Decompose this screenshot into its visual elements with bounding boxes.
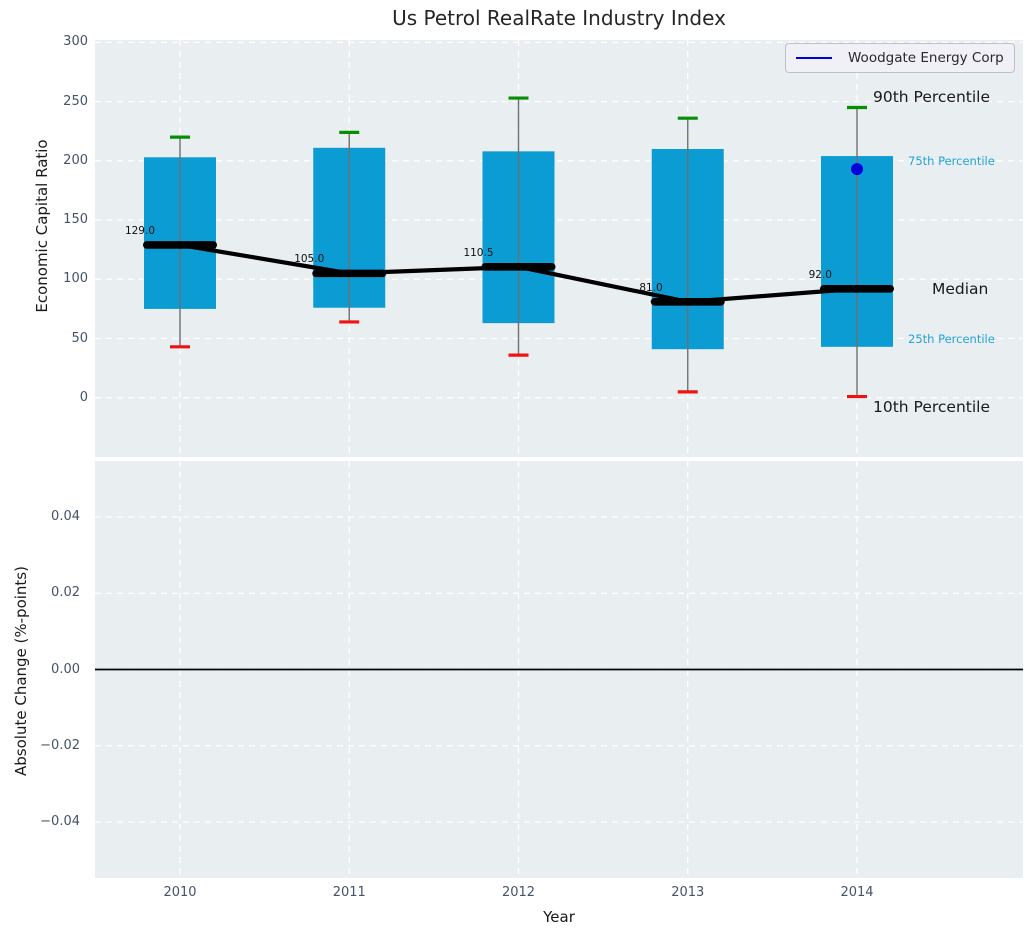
legend-line-sample — [796, 57, 832, 59]
median-value-label-2010: 129.0 — [124, 224, 155, 237]
ytick-bottom-0.04: 0.04 — [51, 509, 80, 525]
chart-title: Us Petrol RealRate Industry Index — [392, 6, 726, 30]
median-bar-2013 — [650, 298, 725, 306]
boxplot-axes: Woodgate Energy Corp 129.0 105.0 110.5 81.0… — [95, 40, 1023, 457]
legend: Woodgate Energy Corp — [785, 43, 1015, 73]
xtick-2013: 2013 — [671, 885, 705, 900]
ytick-top-0: 0 — [79, 389, 88, 405]
ytick-top-300: 300 — [63, 34, 88, 50]
boxplot-canvas — [95, 40, 1023, 457]
ytick-top-150: 150 — [63, 212, 88, 228]
median-value-label-2011: 105.0 — [294, 253, 325, 266]
ytick-bottom-−0.04: −0.04 — [40, 813, 80, 829]
absolute-change-axes — [95, 461, 1023, 878]
ytick-top-250: 250 — [63, 93, 88, 109]
annotation-10th-percentile: 10th Percentile — [873, 398, 991, 417]
ytick-top-100: 100 — [63, 271, 88, 287]
median-bar-2010 — [143, 241, 217, 249]
median-bar-2012 — [481, 263, 556, 271]
median-value-label-2013: 81.0 — [639, 281, 663, 294]
company-point — [851, 163, 863, 176]
median-value-label-2012: 110.5 — [463, 246, 494, 259]
median-bar-2014 — [820, 284, 894, 293]
change-canvas — [95, 461, 1023, 878]
annotation-median: Median — [932, 279, 989, 298]
median-value-label-2014: 92.0 — [808, 268, 832, 281]
x-axis-label: Year — [543, 908, 575, 926]
annotation-75th-percentile: 75th Percentile — [908, 153, 995, 168]
xtick-2010: 2010 — [163, 885, 197, 900]
xtick-2011: 2011 — [332, 885, 366, 900]
ytick-top-200: 200 — [63, 152, 88, 168]
legend-label: Woodgate Energy Corp — [848, 50, 1004, 66]
annotation-25th-percentile: 25th Percentile — [908, 331, 995, 346]
ytick-bottom-0.02: 0.02 — [51, 585, 80, 601]
ytick-top-50: 50 — [71, 330, 88, 346]
annotation-90th-percentile: 90th Percentile — [873, 87, 991, 106]
ytick-bottom-−0.02: −0.02 — [40, 737, 80, 753]
xtick-2012: 2012 — [501, 885, 536, 900]
median-bar-2011 — [312, 269, 387, 278]
xtick-2014: 2014 — [840, 885, 874, 900]
ytick-bottom-0.00: 0.00 — [51, 661, 80, 677]
